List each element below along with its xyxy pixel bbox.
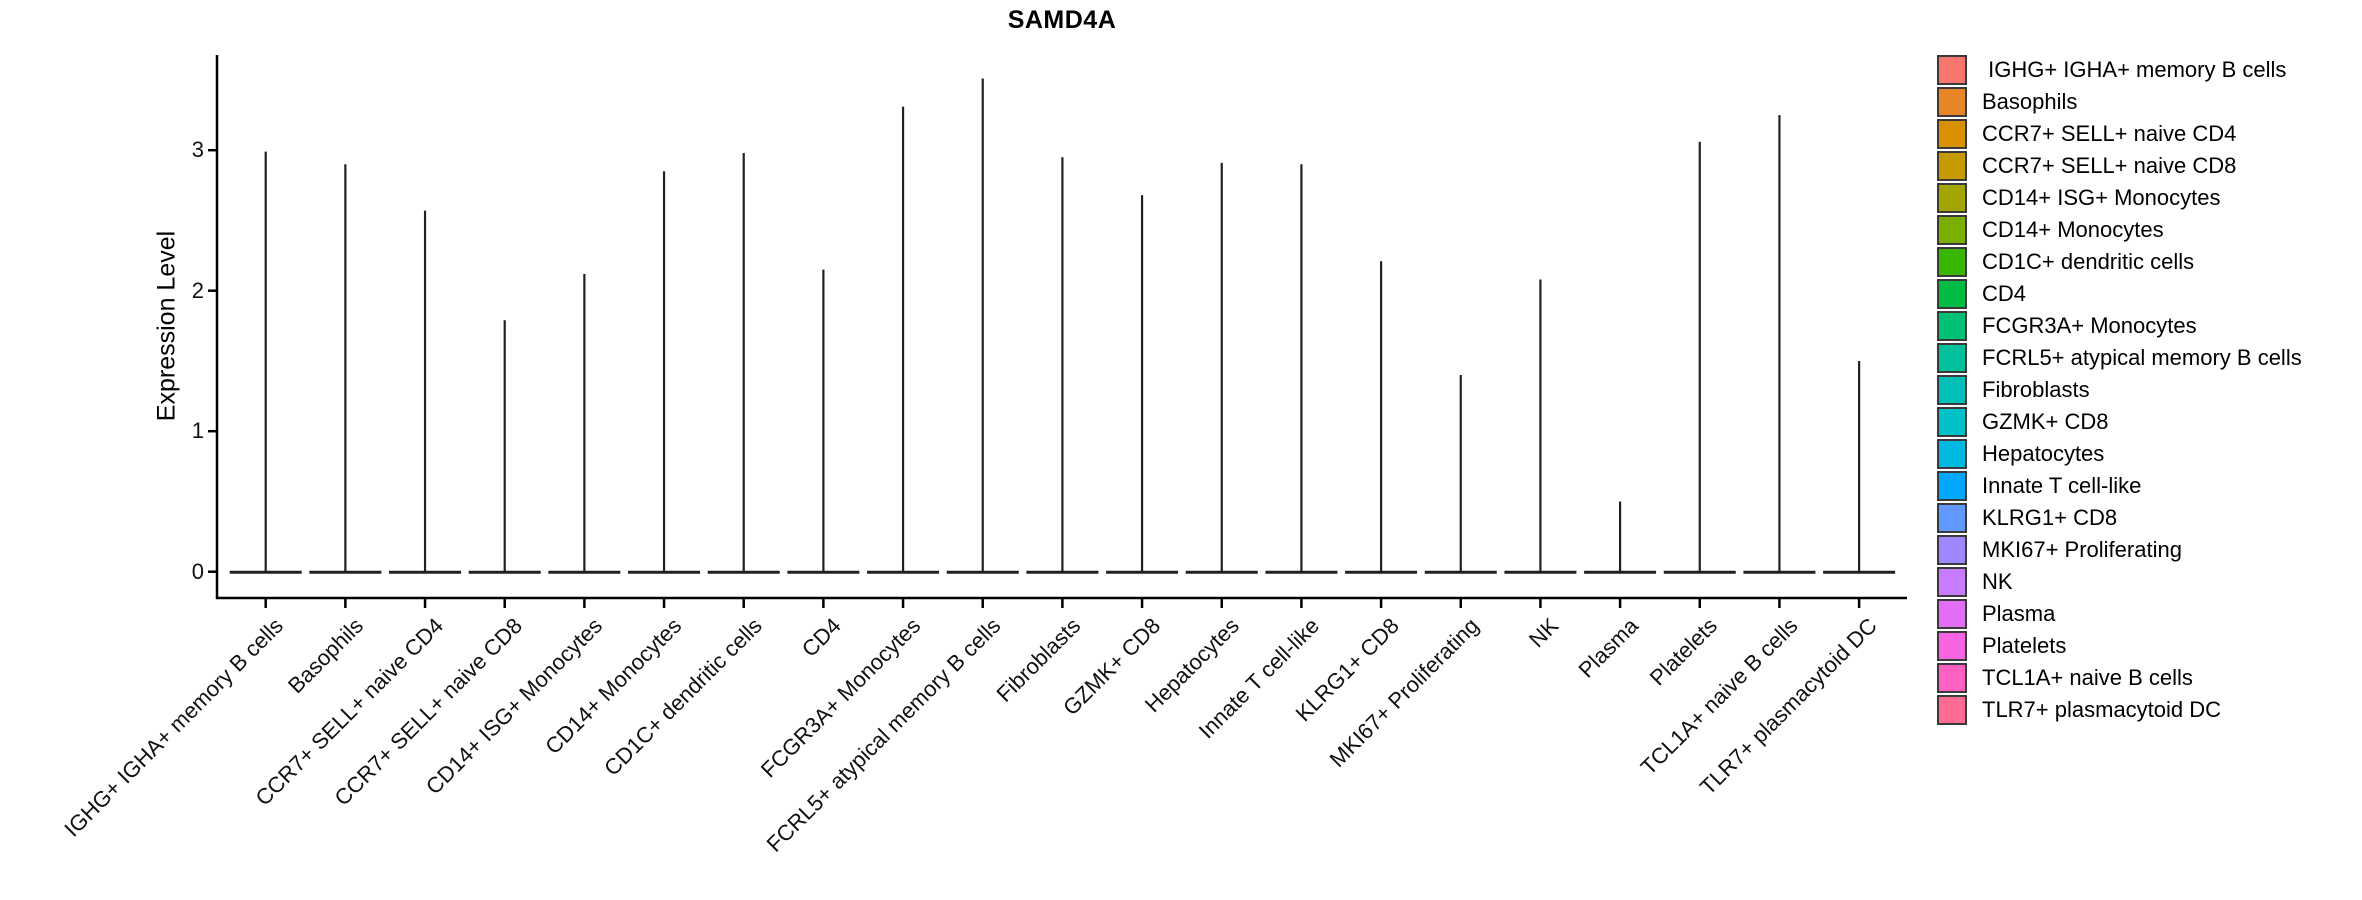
legend-item: CCR7+ SELL+ naive CD8 (1937, 150, 2302, 182)
chart-title: SAMD4A (1007, 6, 1117, 34)
legend-item: CD1C+ dendritic cells (1937, 246, 2302, 278)
legend-swatch (1937, 311, 1967, 341)
legend-label: TLR7+ plasmacytoid DC (1982, 697, 2222, 722)
legend-swatch (1937, 631, 1967, 661)
legend-item: Platelets (1937, 630, 2302, 662)
legend-swatch (1937, 503, 1967, 533)
legend-swatch (1937, 87, 1967, 117)
legend-label: GZMK+ CD8 (1982, 409, 2109, 434)
legend-swatch (1937, 567, 1967, 597)
legend-label: FCRL5+ atypical memory B cells (1982, 345, 2302, 370)
y-tick-label: 0 (191, 558, 204, 584)
legend-label: CD14+ ISG+ Monocytes (1982, 185, 2221, 210)
legend-label: Innate T cell-like (1982, 473, 2142, 498)
legend-swatch (1937, 375, 1967, 405)
legend-item: GZMK+ CD8 (1937, 406, 2302, 438)
legend-label: Platelets (1982, 633, 2067, 658)
legend-item: FCGR3A+ Monocytes (1937, 310, 2302, 342)
legend-label: Plasma (1982, 601, 2056, 626)
legend-swatch (1937, 695, 1967, 725)
legend-item: CD14+ ISG+ Monocytes (1937, 182, 2302, 214)
y-axis-title: Expression Level (152, 230, 181, 422)
legend-swatch (1937, 343, 1967, 373)
legend-item: KLRG1+ CD8 (1937, 502, 2302, 534)
legend-item: Basophils (1937, 86, 2302, 118)
legend-item: FCRL5+ atypical memory B cells (1937, 342, 2302, 374)
legend-swatch (1937, 471, 1967, 501)
y-tick-label: 2 (191, 277, 204, 303)
legend-label: CCR7+ SELL+ naive CD4 (1982, 121, 2237, 146)
legend-label: CD14+ Monocytes (1982, 217, 2164, 242)
legend-item: CD4 (1937, 278, 2302, 310)
legend-label: NK (1982, 569, 2013, 594)
legend-swatch (1937, 215, 1967, 245)
legend-label: TCL1A+ naive B cells (1982, 665, 2193, 690)
legend-item: TCL1A+ naive B cells (1937, 662, 2302, 694)
legend-label: CCR7+ SELL+ naive CD8 (1982, 153, 2237, 178)
legend-label: IGHG+ IGHA+ memory B cells (1982, 57, 2287, 82)
legend-label: CD4 (1982, 281, 2027, 306)
legend-swatch (1937, 599, 1967, 629)
legend-swatch (1937, 55, 1967, 85)
legend-item: CD14+ Monocytes (1937, 214, 2302, 246)
legend-item: CCR7+ SELL+ naive CD4 (1937, 118, 2302, 150)
legend-swatch (1937, 151, 1967, 181)
legend-item: Hepatocytes (1937, 438, 2302, 470)
legend-swatch (1937, 119, 1967, 149)
legend-item: Innate T cell-like (1937, 470, 2302, 502)
legend-swatch (1937, 535, 1967, 565)
legend-label: MKI67+ Proliferating (1982, 537, 2182, 562)
legend-swatch (1937, 407, 1967, 437)
legend-label: FCGR3A+ Monocytes (1982, 313, 2197, 338)
legend-swatch (1937, 663, 1967, 693)
legend-swatch (1937, 279, 1967, 309)
legend-item: Plasma (1937, 598, 2302, 630)
y-tick-label: 3 (191, 137, 204, 163)
legend-swatch (1937, 247, 1967, 277)
y-tick-label: 1 (191, 418, 204, 444)
legend-item: IGHG+ IGHA+ memory B cells (1937, 54, 2302, 86)
legend-swatch (1937, 183, 1967, 213)
legend-item: TLR7+ plasmacytoid DC (1937, 694, 2302, 726)
legend: IGHG+ IGHA+ memory B cells Basophils CCR7+… (1937, 54, 2302, 726)
legend-item: NK (1937, 566, 2302, 598)
legend-label: CD1C+ dendritic cells (1982, 249, 2195, 274)
legend-label: Basophils (1982, 89, 2078, 114)
legend-item: Fibroblasts (1937, 374, 2302, 406)
legend-label: KLRG1+ CD8 (1982, 505, 2118, 530)
legend-swatch (1937, 439, 1967, 469)
legend-item: MKI67+ Proliferating (1937, 534, 2302, 566)
legend-label: Fibroblasts (1982, 377, 2090, 402)
legend-label: Hepatocytes (1982, 441, 2105, 466)
